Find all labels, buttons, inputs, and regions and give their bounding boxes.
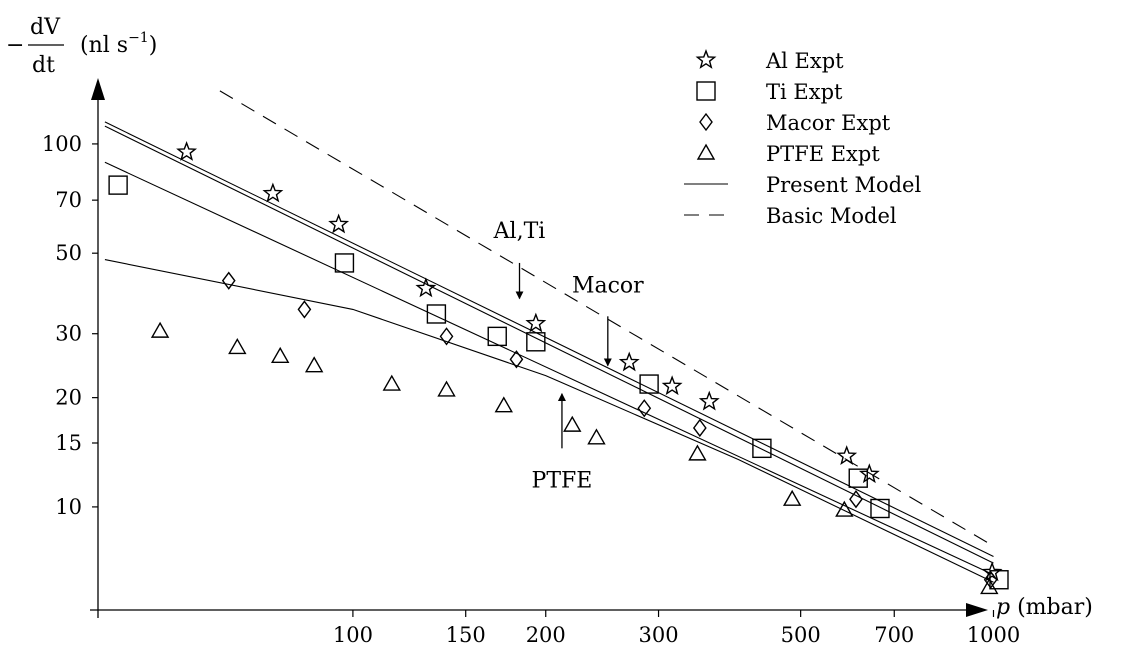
y-axis-title-exponent: −1 bbox=[128, 30, 149, 46]
present-model-line bbox=[104, 125, 994, 564]
annotation-label: PTFE bbox=[532, 469, 593, 494]
x-tick-label: 300 bbox=[638, 623, 678, 647]
ti-expt-point bbox=[639, 374, 659, 394]
ptfe-expt-point bbox=[437, 380, 456, 397]
macor-expt-point bbox=[983, 570, 998, 589]
legend-label: Basic Model bbox=[766, 204, 897, 228]
y-axis-title-unit-text: (nl s bbox=[80, 33, 128, 58]
y-tick-label: 15 bbox=[55, 431, 82, 455]
legend-star-icon bbox=[695, 49, 717, 69]
model-lines bbox=[104, 90, 994, 583]
y-axis-title-close: ) bbox=[149, 33, 158, 58]
macor-expt-point bbox=[637, 399, 652, 418]
macor-expt-point bbox=[849, 490, 863, 509]
al-expt-point bbox=[618, 351, 640, 372]
al-expt-point bbox=[836, 445, 858, 466]
ptfe-expt-point bbox=[688, 444, 707, 461]
al-expt-point bbox=[525, 312, 547, 333]
ptfe-expt-point bbox=[494, 396, 513, 413]
x-tick-label: 500 bbox=[781, 623, 821, 647]
y-tick-label: 30 bbox=[55, 322, 82, 346]
annotation-label: Macor bbox=[572, 273, 644, 298]
x-tick-label: 700 bbox=[874, 623, 914, 647]
ti-expt-point bbox=[487, 326, 507, 347]
ti-expt-point bbox=[526, 332, 546, 352]
al-expt-point bbox=[415, 277, 437, 298]
ti-expt-point bbox=[426, 304, 447, 324]
y-tick-label: 10 bbox=[55, 495, 82, 519]
ptfe-expt-point bbox=[835, 500, 854, 517]
y-tick-label: 50 bbox=[55, 241, 82, 265]
ti-expt-point bbox=[752, 438, 772, 459]
x-ticks: 100 150 200 300 500 700 1000 bbox=[333, 610, 1020, 647]
ptfe-expt-point bbox=[782, 489, 802, 506]
y-axis-title-unit: (nl s−1) bbox=[80, 30, 157, 58]
x-axis-title-var: p bbox=[996, 595, 1010, 620]
present-model-line bbox=[104, 121, 994, 557]
x-axis-title-unit: (mbar) bbox=[1010, 595, 1093, 620]
al-expt-point bbox=[328, 213, 350, 234]
annotation-label: Al,Ti bbox=[493, 219, 546, 244]
ptfe-expt-point bbox=[150, 321, 170, 338]
al-expt-point bbox=[262, 182, 284, 203]
al-expt-point bbox=[981, 561, 1003, 582]
ptfe-expt-point bbox=[270, 346, 290, 363]
legend-square-icon bbox=[696, 81, 716, 101]
al-expt-point bbox=[698, 390, 720, 411]
legend-label: Al Expt bbox=[765, 49, 844, 73]
y-axis-arrow-icon bbox=[91, 78, 105, 100]
al-expt-point bbox=[858, 463, 880, 484]
x-axis-arrow-icon bbox=[966, 603, 988, 617]
x-tick-label: 200 bbox=[526, 623, 566, 647]
y-axis-title-denominator: dt bbox=[32, 53, 55, 78]
data-points bbox=[108, 141, 1009, 595]
ptfe-expt-point bbox=[228, 338, 247, 355]
legend-label: Macor Expt bbox=[766, 111, 891, 135]
y-tick-label: 100 bbox=[42, 132, 82, 156]
macor-expt-point bbox=[509, 350, 524, 369]
legend: Al Expt Ti Expt Macor Expt PTFE Expt Present… bbox=[684, 49, 921, 228]
ti-expt-point bbox=[108, 175, 128, 195]
y-axis-title: − dV dt (nl s−1) bbox=[6, 15, 157, 78]
present-model-line bbox=[104, 259, 994, 583]
al-expt-point bbox=[176, 141, 198, 161]
x-axis-title: p (mbar) bbox=[996, 595, 1093, 620]
y-tick-label: 70 bbox=[55, 188, 82, 212]
ti-expt-point bbox=[848, 468, 868, 488]
ptfe-expt-point bbox=[304, 356, 324, 373]
y-axis-title-minus: − bbox=[6, 33, 24, 58]
macor-expt-point bbox=[439, 327, 454, 346]
ti-expt-point bbox=[334, 253, 355, 273]
ptfe-expt-point bbox=[563, 415, 582, 432]
al-expt-point bbox=[661, 375, 683, 396]
macor-expt-point bbox=[221, 271, 236, 290]
macor-expt-point bbox=[692, 418, 707, 438]
legend-label: Ti Expt bbox=[766, 80, 843, 104]
legend-label: Present Model bbox=[766, 173, 921, 197]
present-model-line bbox=[104, 161, 994, 576]
y-ticks: 10 15 20 30 50 70 100 bbox=[42, 132, 98, 519]
ti-expt-point bbox=[870, 498, 890, 519]
y-tick-label: 20 bbox=[55, 386, 82, 410]
legend-label: PTFE Expt bbox=[766, 142, 880, 166]
x-tick-label: 1000 bbox=[967, 623, 1020, 647]
macor-expt-point bbox=[297, 300, 312, 319]
ptfe-expt-point bbox=[980, 578, 999, 595]
x-tick-label: 150 bbox=[446, 623, 486, 647]
y-axis-title-numerator: dV bbox=[30, 15, 61, 40]
ptfe-expt-point bbox=[382, 374, 401, 391]
legend-triangle-icon bbox=[696, 143, 716, 160]
annotations: Al,Ti Macor PTFE bbox=[493, 219, 644, 493]
legend-diamond-icon bbox=[699, 112, 713, 132]
ptfe-expt-point bbox=[587, 428, 606, 445]
x-tick-label: 100 bbox=[333, 623, 373, 647]
